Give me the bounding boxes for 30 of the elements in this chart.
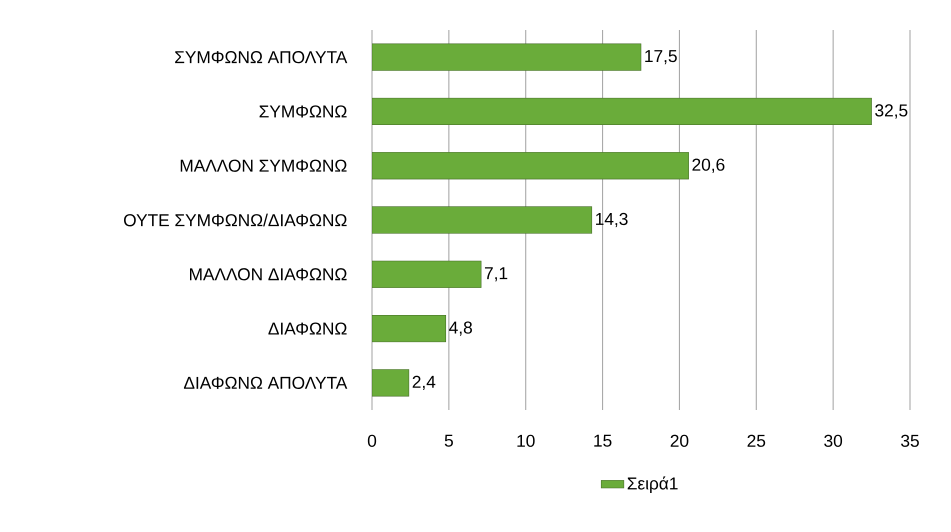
y-tick-label: ΜΑΛΛΟΝ ΣΥΜΦΩΝΩ: [180, 160, 347, 172]
data-label: 2,4: [412, 376, 436, 390]
y-tick-label: ΜΑΛΛΟΝ ΔΙΑΦΩΝΩ: [190, 268, 347, 280]
x-tick-label: 20: [670, 434, 688, 447]
x-tick-label: 25: [748, 434, 766, 447]
data-label: 7,1: [484, 267, 508, 282]
x-tick-label: 15: [594, 434, 612, 447]
y-tick-label: ΟΥΤΕ ΣΥΜΦΩΝΩ/ΔΙΑΦΩΝΩ: [124, 214, 347, 226]
bar: [372, 98, 872, 126]
y-tick-label: ΣΥΜΦΩΝΩ ΑΠΟΛΥΤΑ: [175, 51, 348, 64]
data-label: 32,5: [875, 104, 908, 119]
bar: [372, 152, 689, 180]
x-tick-label: 10: [517, 434, 535, 447]
bar: [372, 314, 446, 342]
x-tick-label: 30: [824, 434, 842, 447]
x-tick-label: 35: [901, 434, 919, 447]
data-label: 20,6: [692, 158, 724, 173]
bar: [372, 260, 482, 288]
x-tick-label: 0: [368, 434, 376, 447]
bar: [372, 206, 592, 234]
x-tick-label: 5: [444, 434, 453, 447]
y-tick-label: ΔΙΑΦΩΝΩ: [268, 322, 347, 335]
y-tick-label: ΔΙΑΦΩΝΩ ΑΠΟΛΥΤΑ: [184, 376, 348, 389]
data-label: 14,3: [596, 212, 628, 228]
bar: [372, 44, 642, 71]
legend-label: Σειρά1: [628, 476, 678, 493]
bar: [372, 369, 410, 396]
data-label: 17,5: [645, 50, 677, 64]
data-label: 4,8: [449, 321, 472, 336]
y-tick-label: ΣΥΜΦΩΝΩ: [260, 105, 347, 118]
